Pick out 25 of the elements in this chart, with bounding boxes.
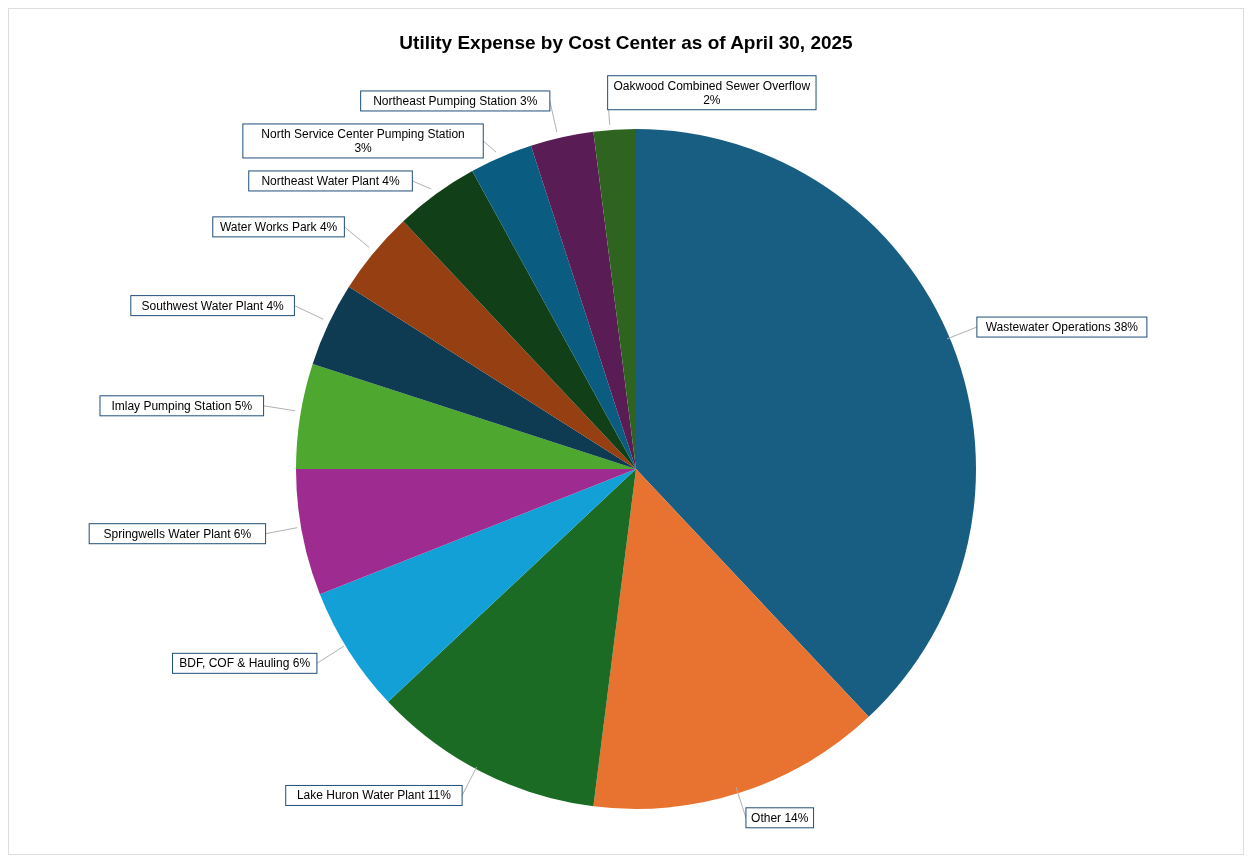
pie-slice xyxy=(472,145,636,469)
data-label: 2% xyxy=(703,92,721,107)
slice-label: Southwest Water Plant 4% xyxy=(141,298,285,313)
slice-label: BDF, COF & Hauling 6% xyxy=(179,656,311,671)
pie-slice xyxy=(636,129,976,717)
pie-slice xyxy=(319,469,636,702)
chart-title: Utility Expense by Cost Center as of April 30, 2025 xyxy=(399,32,854,53)
data-label: 3% xyxy=(354,140,373,155)
pie-slice xyxy=(296,363,636,469)
slice-label: Water Works Park 4% xyxy=(219,219,338,234)
slice-label: Imlay Pumping Station 5% xyxy=(111,398,253,413)
slice-label: Northeast Pumping Station 3% xyxy=(373,93,538,108)
slice-label: North Service Center Pumping Station xyxy=(261,126,465,141)
slice-label: Lake Huron Water Plant 11% xyxy=(296,788,452,803)
slice-label: Oakwood Combined Sewer Overflow xyxy=(613,78,811,93)
pie-slice xyxy=(296,469,636,595)
slice-label: Other 14% xyxy=(751,810,809,825)
slice-label: Springwells Water Plant 6% xyxy=(103,526,252,541)
pie-slice xyxy=(312,286,636,469)
pie-slice xyxy=(348,221,636,469)
slice-label: Wastewater Operations 38% xyxy=(985,320,1139,335)
pie-slice xyxy=(593,469,869,809)
pie-slice xyxy=(403,171,636,469)
pie-slice xyxy=(530,131,636,469)
slice-label: Northeast Water Plant 4% xyxy=(261,173,401,188)
